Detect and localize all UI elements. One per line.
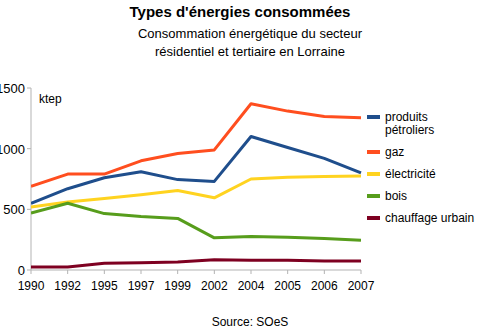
subtitle: résidentiel et tertiaire en Lorraine [155,44,345,59]
y-tick [27,209,31,210]
source: Source: SOeS [212,315,289,329]
x-tick [141,270,142,274]
x-tick [361,270,362,274]
x-tick [214,270,215,274]
x-tick-label: 1990 [18,279,45,293]
x-tick [324,270,325,274]
x-tick [67,270,68,274]
x-tick-label: 1997 [128,279,155,293]
legend-label: chauffage urbain [385,211,474,225]
x-tick-label: 2005 [274,279,301,293]
chart: Types d'énergies consommées Consommation … [0,0,484,333]
x-tick-label: 2002 [201,279,228,293]
title: Types d'énergies consommées [130,3,351,20]
x-tick-label: 2007 [348,279,375,293]
series-line [31,176,361,207]
y-axis [31,88,32,270]
legend-label: électricité [385,167,436,181]
legend-label: gaz [385,145,404,159]
subtitle: Consommation énergétique du secteur [138,26,363,41]
x-tick-label: 1999 [164,279,191,293]
x-tick [31,270,32,274]
legend-swatch [367,194,380,198]
legend-label-line: bois [385,189,407,203]
x-tick-label: 2004 [238,279,265,293]
x-tick-label: 2006 [311,279,338,293]
y-axis-label: ktep [39,92,62,106]
legend-swatch [367,216,380,220]
plot-area [31,104,361,267]
x-tick [104,270,105,274]
x-tick-label: 1992 [54,279,81,293]
legend-swatch [367,172,380,176]
legend-label-line: électricité [385,167,436,181]
legend-label-line: produits [385,110,428,124]
x-axis [31,270,361,271]
y-tick-label: 1500 [0,81,25,96]
legend-label-line: pétroliers [385,123,434,137]
y-tick [27,88,31,89]
legend-label-line: chauffage urbain [385,211,474,225]
legend-label: bois [385,189,407,203]
series-line [31,260,361,267]
legend-swatch [367,150,380,154]
x-tick [287,270,288,274]
series-line [31,203,361,240]
x-tick [251,270,252,274]
y-tick [27,148,31,149]
legend-label-line: gaz [385,145,404,159]
x-tick [177,270,178,274]
series-line [31,104,361,187]
y-tick-label: 0 [18,263,25,278]
legend-swatch [367,115,380,119]
x-tick-label: 1995 [91,279,118,293]
y-tick [27,270,31,271]
y-tick-label: 1000 [0,142,25,157]
legend-label: produitspétroliers [385,110,434,137]
y-tick-label: 500 [3,202,25,217]
